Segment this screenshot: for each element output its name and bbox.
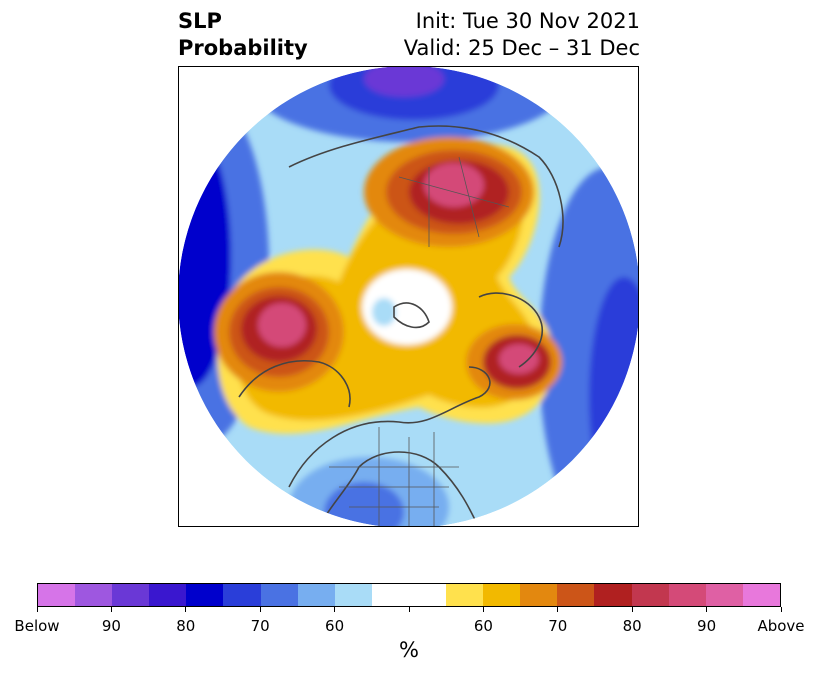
colorbar-segment	[446, 584, 484, 606]
colorbar-segment	[223, 584, 261, 606]
colorbar-tick	[557, 607, 559, 612]
low-anomaly-pacific-core	[179, 127, 231, 387]
colorbar-tick	[334, 607, 336, 612]
colorbar-segment	[408, 584, 447, 606]
colorbar-tick	[259, 607, 261, 612]
colorbar-tick-label: 80	[622, 617, 642, 635]
colorbar-segment	[112, 584, 150, 606]
colorbar-segment	[297, 584, 335, 606]
map-corners	[179, 67, 638, 526]
colorbar-segment	[260, 584, 298, 606]
colorbar-tick-label: 70	[548, 617, 568, 635]
colorbar-tick-label: 80	[176, 617, 196, 635]
colorbar-segment	[149, 584, 187, 606]
colorbar-tick-label: Above	[757, 617, 805, 635]
colorbar-segment	[668, 584, 706, 606]
colorbar-segment	[186, 584, 224, 606]
map-title: SLP Probability	[178, 8, 308, 62]
colorbar-tick-label: Below	[14, 617, 60, 635]
colorbar-tick-label: 60	[473, 617, 493, 635]
colorbar-tick-label: 70	[250, 617, 270, 635]
low-anomaly-asia-peak	[364, 67, 444, 97]
colorbar-tick	[36, 607, 38, 612]
colorbar-segment	[520, 584, 558, 606]
colorbar-segment	[75, 584, 113, 606]
low-anomaly-pole	[372, 298, 396, 326]
colorbar-tick	[482, 607, 484, 612]
colorbar-tick-label: 90	[697, 617, 717, 635]
colorbar-segment	[334, 584, 372, 606]
colorbar-segment	[557, 584, 595, 606]
polar-map	[178, 66, 639, 527]
colorbar-tick	[185, 607, 187, 612]
high-anomaly-greenland-90	[499, 344, 539, 374]
colorbar-segment	[742, 584, 780, 606]
colorbar-segment	[483, 584, 521, 606]
init-date: Init: Tue 30 Nov 2021	[415, 9, 640, 33]
colorbar-segment	[631, 584, 669, 606]
low-anomaly-us-core	[324, 482, 404, 526]
colorbar-tick	[631, 607, 633, 612]
colorbar-tick	[706, 607, 708, 612]
title-variable: SLP	[178, 9, 222, 33]
colorbar-segment	[38, 584, 76, 606]
forecast-dates: Init: Tue 30 Nov 2021 Valid: 25 Dec – 31…	[404, 8, 640, 62]
colorbar-unit: %	[399, 638, 419, 662]
colorbar-tick	[780, 607, 782, 612]
neutral-zone	[362, 269, 452, 345]
colorbar-tick	[408, 607, 410, 612]
colorbar-segment	[594, 584, 632, 606]
high-anomaly-bering-90	[258, 303, 306, 347]
valid-range: Valid: 25 Dec – 31 Dec	[403, 36, 640, 60]
probability-map-svg	[179, 67, 638, 526]
colorbar-tick-label: 90	[101, 617, 121, 635]
borders	[329, 156, 510, 526]
high-anomaly-europe-90	[424, 163, 484, 207]
colorbar	[37, 583, 781, 607]
colorbar-tick-label: 60	[325, 617, 345, 635]
colorbar-tick	[110, 607, 112, 612]
coastlines	[238, 125, 564, 526]
colorbar-segment	[371, 584, 409, 606]
title-quantity: Probability	[178, 36, 308, 60]
colorbar-segment	[705, 584, 743, 606]
